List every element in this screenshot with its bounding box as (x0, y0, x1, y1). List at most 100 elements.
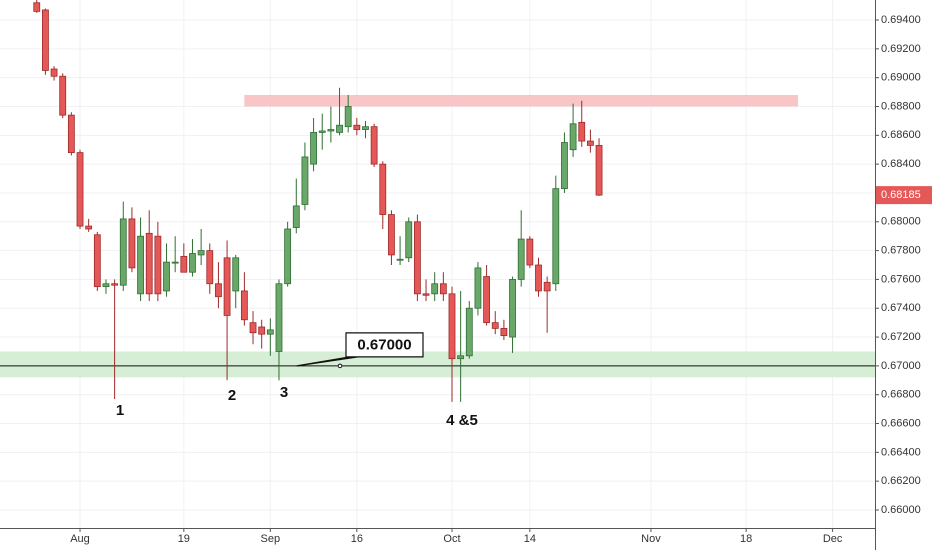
callout-anchor (337, 363, 343, 369)
candle-body (266, 329, 274, 335)
annotation: 3 (280, 384, 288, 401)
annotation: 2 (228, 387, 236, 404)
candle-body (457, 355, 465, 360)
candle-body (552, 188, 560, 285)
y-tick-label: 0.68600 (881, 129, 921, 141)
candle-body (595, 145, 603, 196)
candle-body (474, 267, 482, 309)
candle-body (154, 235, 162, 295)
y-tick-label: 0.66600 (881, 417, 921, 429)
candle-body (128, 218, 136, 269)
candle-body (517, 238, 525, 280)
candle-body (42, 9, 49, 71)
candle-body (318, 130, 326, 133)
x-tick-label: Aug (70, 533, 90, 545)
candle-body (439, 283, 447, 295)
candle-body (535, 264, 542, 292)
y-tick-label: 0.66000 (881, 504, 921, 516)
candle-body (586, 140, 594, 146)
candle-body (223, 257, 231, 316)
overlay: 0.67000 1 2 3 4 &5 (116, 332, 478, 429)
x-tick-label: Sep (261, 533, 281, 545)
candle-body (362, 126, 369, 130)
y-tick-label: 0.66400 (881, 446, 921, 458)
candle-body (500, 328, 508, 337)
y-tick-label: 0.67400 (881, 302, 921, 314)
candle-body (379, 163, 387, 215)
candle-body (171, 261, 179, 264)
y-tick-label: 0.67200 (881, 331, 921, 343)
y-tick-label: 0.67000 (881, 360, 921, 372)
candle-body (388, 214, 395, 256)
y-tick-label: 0.67600 (881, 273, 921, 285)
candle-body (422, 293, 430, 296)
callout-box (296, 332, 424, 367)
candle-body (33, 2, 41, 12)
candle-body (59, 75, 67, 116)
candle-body (284, 228, 292, 285)
candle-body (249, 322, 257, 334)
candle-body (448, 293, 456, 360)
candle-body (93, 234, 101, 288)
candle-body (509, 279, 516, 338)
candle-body (215, 283, 222, 298)
y-tick-label: 0.68800 (881, 100, 921, 112)
y-tick-label: 0.68000 (881, 216, 921, 228)
candle-body (137, 235, 144, 295)
x-tick-label: 14 (524, 533, 536, 545)
candle-body (370, 126, 378, 165)
x-tick-label: Dec (823, 533, 843, 545)
candle-body (111, 283, 119, 286)
candle-body (396, 258, 404, 261)
candle-body (180, 255, 188, 273)
candle-body (145, 232, 153, 295)
candle-body (353, 124, 361, 130)
resistance-zone (244, 94, 799, 107)
callout-label: 0.67000 (357, 336, 411, 353)
candle-body (232, 257, 240, 292)
candle-body (344, 106, 352, 128)
candle-body (578, 121, 586, 142)
candle-body (431, 283, 439, 295)
candle-body (491, 322, 499, 329)
zones (0, 94, 875, 378)
candle-body (275, 283, 283, 352)
candle-body (240, 290, 248, 321)
y-tick-label: 0.67800 (881, 245, 921, 257)
candle-body (163, 261, 170, 292)
candle-body (327, 129, 335, 132)
annotation: 1 (116, 402, 124, 419)
y-tick-label: 0.66800 (881, 389, 921, 401)
y-tick-label: 0.68400 (881, 158, 921, 170)
candle-body (569, 123, 577, 151)
candle-body (301, 156, 309, 205)
candle-body (85, 225, 93, 230)
candle-body (336, 124, 343, 133)
candle-body (292, 205, 300, 228)
candle-body (465, 307, 473, 357)
last-price-label: 0.68185 (881, 189, 921, 201)
candle-body (258, 326, 266, 335)
x-tick-label: 16 (351, 533, 363, 545)
x-tick-label: Nov (641, 533, 661, 545)
candle-body (197, 250, 205, 256)
candle-body (483, 276, 490, 324)
candle-body (206, 250, 214, 285)
y-tick-label: 0.69400 (881, 14, 921, 26)
candle-body (310, 132, 317, 165)
axes: 0.69400 0.69200 0.69000 0.68800 0.68600 0.684… (70, 14, 932, 545)
candle-body (50, 68, 58, 77)
x-tick-label: Oct (443, 533, 460, 545)
candle-body (102, 283, 110, 288)
candle-body (526, 238, 534, 266)
support-zone (0, 351, 875, 378)
candle-body (561, 142, 568, 190)
candle-body (67, 114, 75, 154)
x-tick-label: 18 (740, 533, 752, 545)
candle-body (543, 281, 551, 292)
candles (33, 0, 603, 402)
y-tick-label: 0.69200 (881, 43, 921, 55)
y-tick-label: 0.69000 (881, 72, 921, 84)
